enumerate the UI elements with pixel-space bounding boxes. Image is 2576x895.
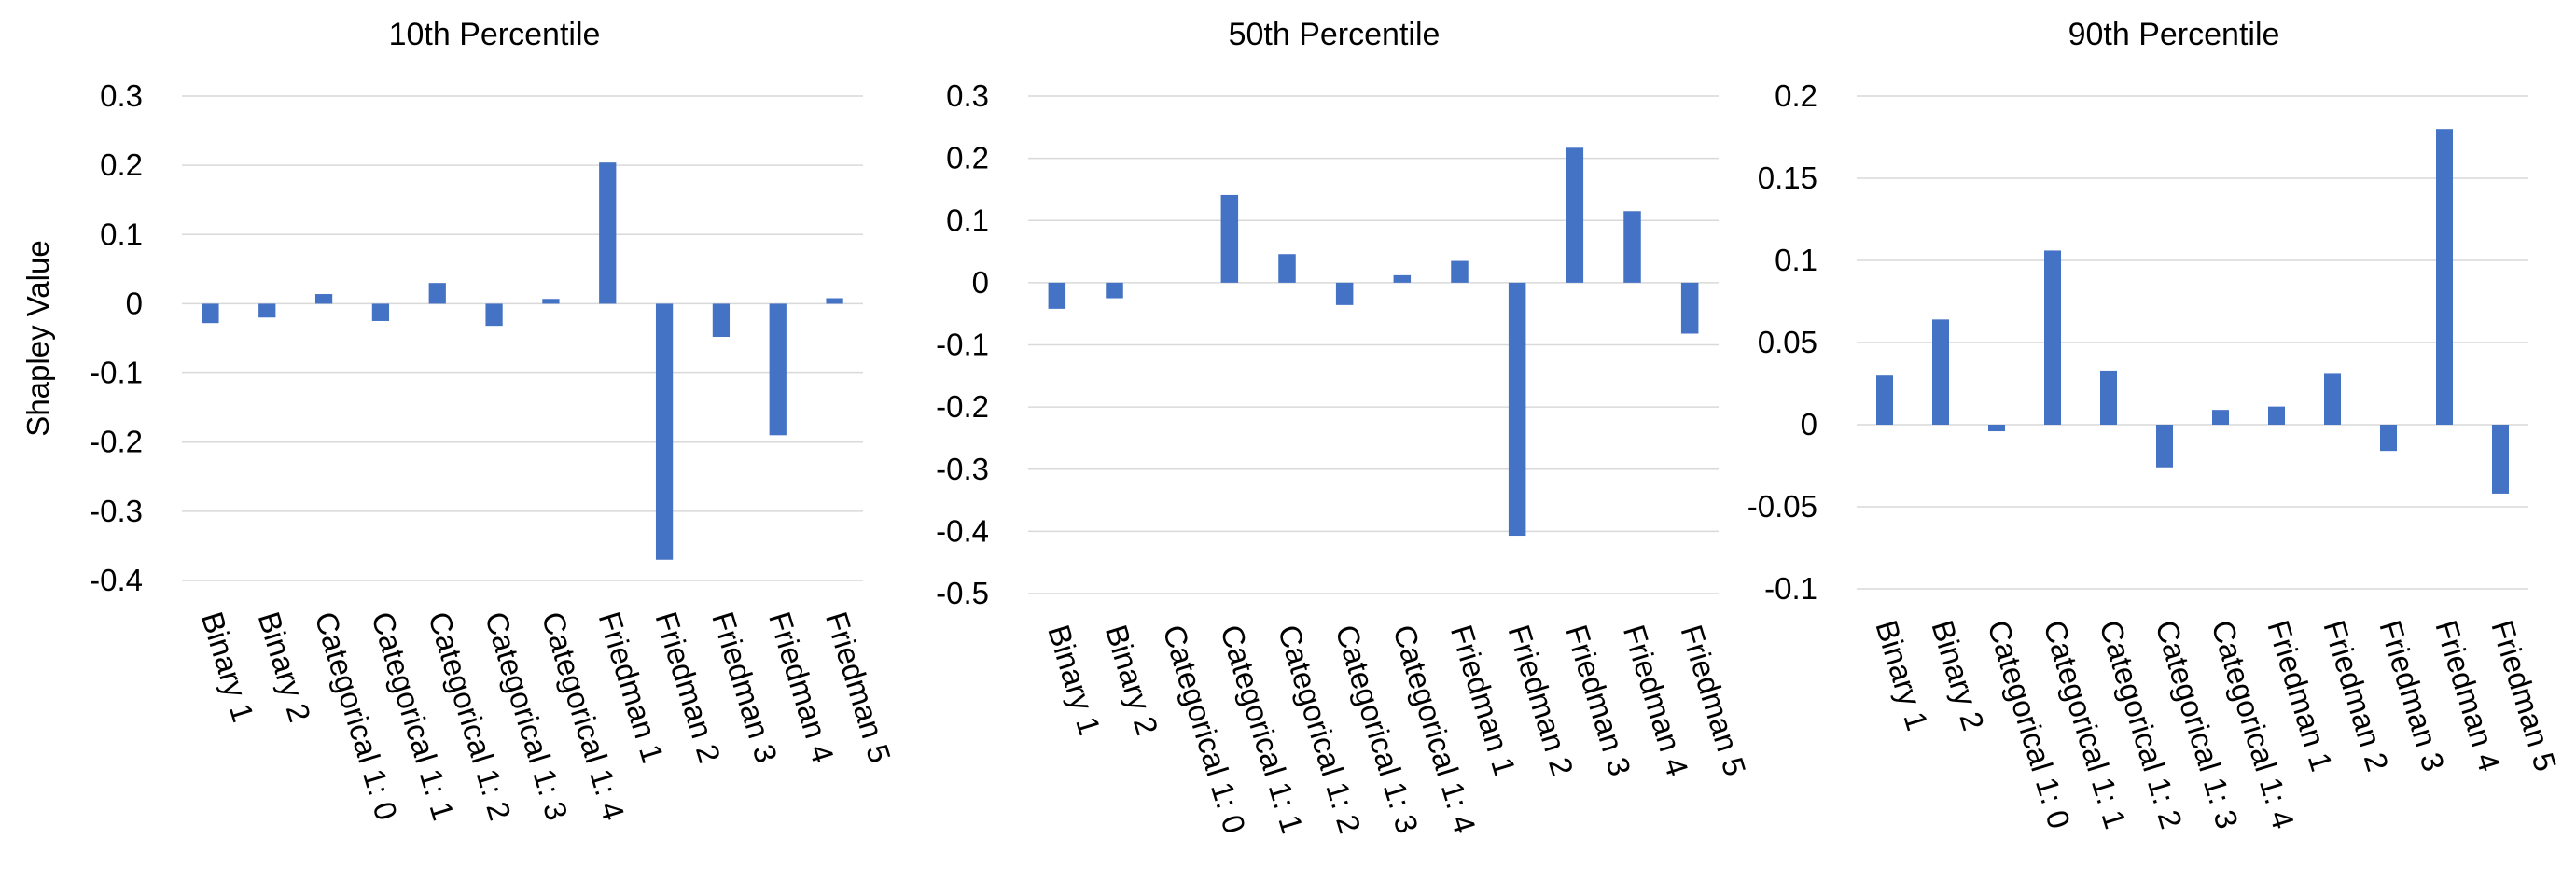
bars (1048, 147, 1699, 537)
y-tick-label: -0.1 (1764, 571, 1817, 606)
bar (2044, 250, 2061, 425)
bar (599, 162, 617, 304)
bar (1932, 319, 1949, 425)
bar (1680, 282, 1699, 334)
bar (542, 299, 560, 304)
y-tick-labels: 0.2 0.15 0.1 0.05 0 -0.05 -0.1 (1748, 78, 1817, 606)
chart-title: 90th Percentile (2068, 17, 2280, 52)
bar (485, 303, 503, 327)
y-tick-label: 0.1 (100, 217, 143, 251)
bar (826, 298, 843, 304)
chart-panel-10th-percentile: 10th Percentile Shapley Value 0.30.20.10… (21, 17, 898, 824)
y-tick-label: 0.2 (100, 147, 143, 182)
bar (2156, 425, 2173, 468)
chart-title: 10th Percentile (389, 17, 601, 52)
y-tick-label: -0.1 (90, 356, 143, 390)
bar (1278, 254, 1296, 283)
bars (202, 162, 843, 560)
x-tick-label: Binary 2 (1925, 616, 1991, 734)
bar (1220, 194, 1239, 283)
x-tick-label: Binary 1 (195, 608, 261, 726)
bar (202, 303, 219, 324)
bar (2212, 410, 2229, 425)
bars (1876, 129, 2509, 494)
x-tick-label: Binary 2 (252, 608, 318, 726)
y-tick-label: -0.5 (936, 576, 989, 610)
chart-title: 50th Percentile (1229, 17, 1441, 52)
x-tick-label: Binary 1 (1869, 616, 1935, 734)
y-tick-label: 0 (972, 265, 989, 300)
bar (1623, 211, 1641, 283)
y-tick-label: -0.1 (936, 328, 989, 362)
y-tick-label: -0.3 (936, 452, 989, 486)
y-tick-label: 0.1 (946, 203, 989, 237)
bar (1393, 274, 1412, 283)
bar (2492, 425, 2509, 494)
y-tick-label: 0 (1801, 407, 1817, 441)
chart-panel-50th-percentile: 50th Percentile 0.3 0.2 0.1 0 -0.1 -0.2 -0.3 -0… (936, 17, 1753, 837)
y-tick-label: -0.4 (90, 563, 143, 597)
y-tick-label: -0.4 (936, 513, 989, 548)
bar (1508, 282, 1526, 537)
bar (1048, 282, 1066, 309)
y-tick-label: 0.3 (946, 78, 989, 113)
bar (314, 294, 333, 304)
bar (1451, 260, 1469, 283)
bar (1106, 282, 1123, 299)
gridlines (1028, 95, 1719, 594)
bar (2324, 373, 2341, 425)
y-tick-label: 0.3 (100, 78, 143, 113)
gridlines (1857, 95, 2528, 590)
y-tick-label: 0.2 (1775, 78, 1817, 113)
bar (769, 303, 787, 436)
gridlines (182, 95, 863, 581)
y-tick-label: 0.15 (1758, 161, 1817, 195)
y-tick-label: 0 (126, 286, 143, 320)
bar (2100, 370, 2117, 425)
bar (2380, 425, 2397, 452)
x-tick-label: Binary 2 (1099, 621, 1165, 739)
bar (2268, 406, 2285, 425)
y-axis-label: Shapley Value (21, 240, 55, 436)
bar (1988, 425, 2005, 432)
y-tick-label: -0.2 (936, 389, 989, 424)
bar (258, 303, 276, 318)
bar (712, 303, 731, 338)
chart-panel-90th-percentile: 90th Percentile 0.2 0.15 0.1 0.05 0 -0.05 -0.1… (1748, 17, 2564, 832)
bar (428, 283, 446, 304)
y-tick-label: 0.05 (1758, 325, 1817, 359)
y-tick-label: 0.1 (1775, 243, 1817, 277)
y-tick-label: -0.2 (90, 425, 143, 459)
y-tick-label: 0.2 (946, 141, 989, 175)
x-tick-label: Binary 1 (1041, 621, 1107, 739)
bar (1335, 282, 1354, 305)
y-tick-labels: 0.3 0.2 0.1 0 -0.1 -0.2 -0.3 -0.4 (90, 78, 143, 597)
y-tick-label: -0.05 (1748, 489, 1817, 524)
bar (655, 303, 674, 560)
y-tick-labels: 0.3 0.2 0.1 0 -0.1 -0.2 -0.3 -0.4 -0.5 (936, 78, 989, 610)
y-tick-label: -0.3 (90, 494, 143, 528)
bar (371, 303, 390, 321)
bar (2436, 129, 2453, 425)
bar (1876, 375, 1893, 425)
bar (1566, 147, 1584, 283)
